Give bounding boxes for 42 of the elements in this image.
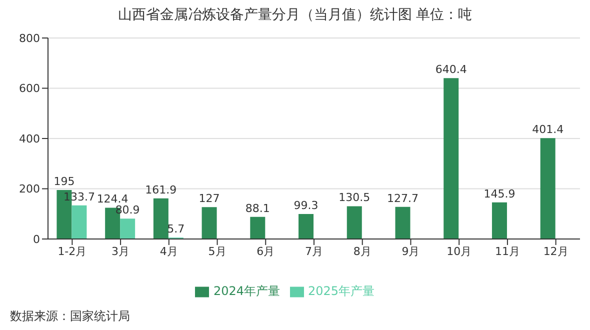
chart-title: 山西省金属冶炼设备产量分月（当月值）统计图 单位：吨 [116,6,474,24]
data-label: 127.7 [387,192,418,205]
x-tick-label: 1-2月 [58,244,87,258]
y-tick-label: 400 [19,132,40,146]
y-tick-label: 0 [33,232,40,246]
bar [395,206,410,239]
y-tick-label: 200 [19,182,40,196]
bar [346,206,362,239]
bar [540,138,556,239]
bar [153,198,168,239]
x-tick-label: 12月 [543,244,568,258]
bar [120,218,136,239]
x-tick-label: 7月 [305,244,323,258]
data-label: 99.3 [294,199,318,212]
x-tick-label: 3月 [112,244,130,258]
data-label: 127 [198,192,220,206]
data-label: 401.4 [532,123,564,136]
y-tick-label: 800 [19,32,40,45]
data-label: 145.9 [484,187,516,200]
data-label: 195 [54,175,75,188]
x-tick-label: 11月 [494,244,520,258]
x-tick-label: 6月 [256,244,275,258]
data-label: 130.5 [338,191,370,204]
data-label: 124.4 [96,192,128,206]
bar [202,207,217,239]
bar [298,214,314,239]
data-label: 161.9 [145,183,177,196]
bar [444,78,459,239]
data-label: 640.4 [435,63,467,76]
source-note: 数据来源：国家统计局 [10,308,130,325]
y-tick-label: 600 [19,82,40,96]
x-tick-label: 5月 [208,244,226,258]
bar [72,205,87,239]
bar [250,216,266,239]
bar [492,202,507,239]
data-label: 88.1 [245,202,270,215]
x-tick-label: 4月 [160,244,178,258]
x-tick-label: 9月 [402,244,420,258]
legend-label: 2025年产量 [308,284,375,298]
x-tick-label: 10月 [446,244,472,258]
legend-label: 2024年产量 [213,284,280,298]
x-tick-label: 8月 [353,244,372,258]
